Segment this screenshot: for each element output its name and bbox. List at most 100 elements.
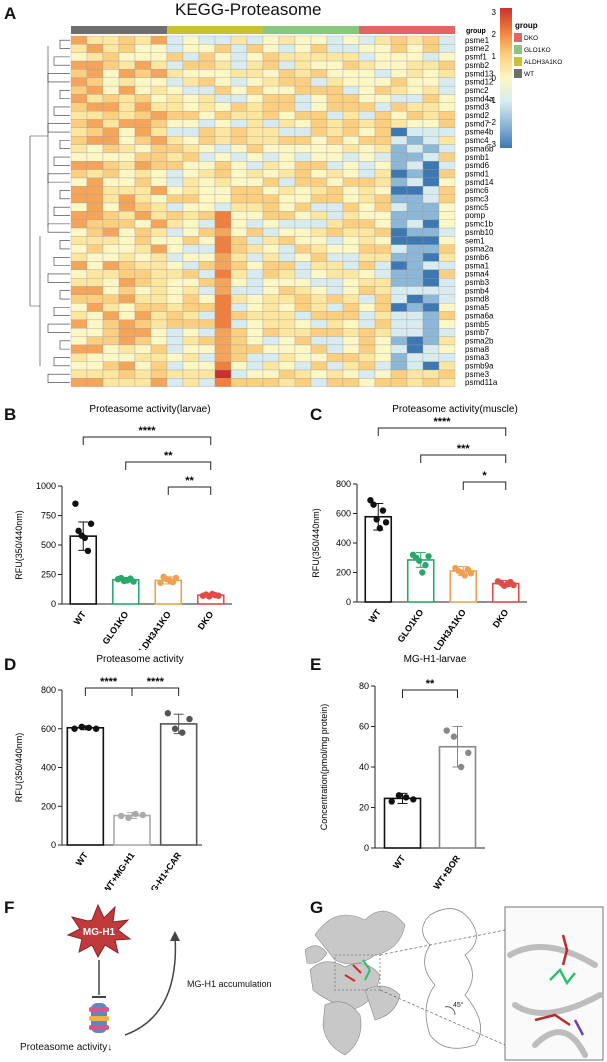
significance-label: **** <box>147 676 165 688</box>
bar-chart-mgh1: MG-H1-larvae Concentration(pmol/mg protei… <box>319 654 485 890</box>
heatmap-cell <box>70 60 88 70</box>
heatmap-cell <box>406 161 424 170</box>
heatmap-cell <box>150 236 168 245</box>
heatmap-cell <box>150 344 168 354</box>
heatmap-cell <box>102 294 120 304</box>
heatmap-cell <box>150 69 168 78</box>
heatmap-cell <box>118 202 136 212</box>
heatmap-cell <box>406 344 424 354</box>
heatmap-cell <box>102 136 120 145</box>
heatmap-cell <box>198 336 216 346</box>
heatmap-cell <box>198 152 216 162</box>
heatmap-cell <box>214 261 232 270</box>
heatmap-cell <box>246 369 264 379</box>
heatmap-cell <box>246 277 264 287</box>
heatmap-cell <box>374 277 392 287</box>
legend-swatch <box>514 45 522 54</box>
heatmap-cell <box>374 244 392 254</box>
heatmap-cell <box>246 202 264 212</box>
heatmap-cell <box>70 236 88 245</box>
heatmap-cell <box>262 328 280 337</box>
heatmap-cell <box>278 219 296 229</box>
heatmap-cell <box>118 277 136 287</box>
y-tick-label: 40 <box>359 762 369 772</box>
heatmap-cell <box>86 127 104 137</box>
heatmap-cell <box>438 202 456 212</box>
heatmap-cell <box>326 77 344 87</box>
heatmap-cell <box>230 378 248 387</box>
heatmap-cell <box>86 161 104 170</box>
heatmap-cell <box>166 378 184 387</box>
heatmap-cell <box>342 177 360 187</box>
y-axis-label: RFU(350/440nm) <box>311 508 321 578</box>
heatmap-cell <box>118 85 136 95</box>
heatmap-cell <box>294 94 312 103</box>
heatmap-cell <box>150 319 168 329</box>
heatmap-cell <box>134 344 152 354</box>
heatmap-cell <box>214 77 232 87</box>
heatmap-cell <box>198 244 216 254</box>
heatmap-cell <box>134 35 152 45</box>
heatmap-cell <box>406 269 424 279</box>
heatmap-cell <box>438 69 456 78</box>
heatmap-cell <box>166 353 184 362</box>
heatmap-cell <box>422 311 440 321</box>
heatmap-cell <box>358 311 376 321</box>
heatmap-cell <box>358 44 376 53</box>
heatmap-cell <box>134 294 152 304</box>
significance-bracket <box>420 454 507 463</box>
heatmap-cell <box>374 127 392 137</box>
legend-swatch <box>514 57 522 66</box>
data-point <box>84 547 92 555</box>
heatmap-cell <box>262 219 280 229</box>
gene-label: psme3 <box>465 370 490 379</box>
heatmap-cell <box>326 211 344 220</box>
data-point <box>425 553 432 560</box>
heatmap-cell <box>86 294 104 304</box>
heatmap-cell <box>198 303 216 312</box>
heatmap-cell <box>438 244 456 254</box>
bar <box>113 814 151 846</box>
heatmap-cell <box>438 144 456 154</box>
heatmap-cell <box>246 353 264 362</box>
data-point <box>125 814 132 822</box>
gene-label: psme2 <box>465 44 490 53</box>
schematic-diagram: MG-H1 Proteasome activity↓ MG-H1 accumul… <box>20 903 272 1053</box>
heatmap-cell <box>70 261 88 270</box>
heatmap-cell <box>246 236 264 245</box>
heatmap-cell <box>406 44 424 53</box>
heatmap-cell <box>150 219 168 229</box>
heatmap-cell <box>86 219 104 229</box>
heatmap-cell <box>86 211 104 220</box>
heatmap-cell <box>246 60 264 70</box>
heatmap-cell <box>262 102 280 112</box>
heatmap-cell <box>294 52 312 62</box>
heatmap-cell <box>422 186 440 195</box>
heatmap-cell <box>134 152 152 162</box>
heatmap-cell <box>310 85 328 95</box>
heatmap-cell <box>326 169 344 179</box>
heatmap-cell <box>150 152 168 162</box>
heatmap-cell <box>262 85 280 95</box>
heatmap-cell <box>102 252 120 262</box>
heatmap-cell <box>390 294 408 304</box>
heatmap-cell <box>214 102 232 112</box>
heatmap-cell <box>358 85 376 95</box>
heatmap-cell <box>326 369 344 379</box>
heatmap-cell <box>358 144 376 154</box>
heatmap-cell <box>326 44 344 53</box>
heatmap-cell <box>294 194 312 204</box>
heatmap-cell <box>406 311 424 321</box>
heatmap-cell <box>374 85 392 95</box>
data-point <box>457 763 465 771</box>
heatmap-cell <box>358 219 376 229</box>
heatmap-cell <box>278 252 296 262</box>
heatmap-cell <box>118 353 136 362</box>
heatmap-cell <box>278 60 296 70</box>
heatmap-cell <box>134 328 152 337</box>
heatmap-cell <box>246 69 264 78</box>
heatmap-cell <box>326 311 344 321</box>
y-tick-label: 400 <box>41 763 56 773</box>
heatmap-cell <box>102 378 120 387</box>
heatmap-cell <box>150 369 168 379</box>
